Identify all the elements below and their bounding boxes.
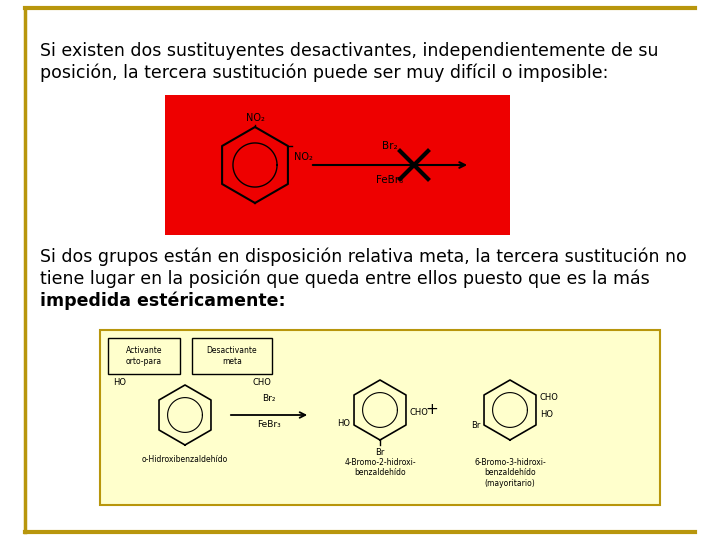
Text: CHO: CHO [540, 393, 559, 402]
Text: Activante
orto-para: Activante orto-para [126, 346, 162, 366]
Text: Br: Br [375, 448, 384, 457]
Text: HO: HO [114, 378, 127, 387]
Text: 6-Bromo-3-hidroxi-
benzaldehído
(mayoritario): 6-Bromo-3-hidroxi- benzaldehído (mayorit… [474, 458, 546, 488]
Text: o-Hidroxibenzaldehído: o-Hidroxibenzaldehído [142, 455, 228, 464]
Text: Br: Br [471, 421, 480, 429]
Bar [192, 338, 272, 374]
Text: Desactivante
meta: Desactivante meta [207, 346, 257, 366]
Text: 4-Bromo-2-hidroxi-
benzaldehído: 4-Bromo-2-hidroxi- benzaldehído [344, 458, 416, 477]
Text: Br₂: Br₂ [262, 394, 276, 403]
Text: CHO: CHO [253, 378, 271, 387]
Bar [100, 330, 660, 505]
Text: +: + [426, 402, 438, 417]
Text: HO: HO [540, 410, 553, 419]
Text: posición, la tercera sustitución puede ser muy difícil o imposible:: posición, la tercera sustitución puede s… [40, 64, 608, 83]
Text: Br₂: Br₂ [382, 141, 398, 151]
Text: FeBr₃: FeBr₃ [257, 420, 281, 429]
Text: Si existen dos sustituyentes desactivantes, independientemente de su: Si existen dos sustituyentes desactivant… [40, 42, 659, 60]
Text: HO: HO [337, 418, 350, 428]
Text: impedida estéricamente:: impedida estéricamente: [40, 292, 286, 310]
Bar [165, 95, 510, 235]
Text: FeBr₃: FeBr₃ [377, 175, 404, 185]
Bar [108, 338, 180, 374]
Text: Si dos grupos están en disposición relativa meta, la tercera sustitución no: Si dos grupos están en disposición relat… [40, 248, 687, 267]
Text: NO₂: NO₂ [246, 113, 264, 123]
Text: NO₂: NO₂ [294, 152, 312, 162]
Text: tiene lugar en la posición que queda entre ellos puesto que es la más: tiene lugar en la posición que queda ent… [40, 270, 649, 288]
Text: CHO: CHO [410, 408, 429, 417]
